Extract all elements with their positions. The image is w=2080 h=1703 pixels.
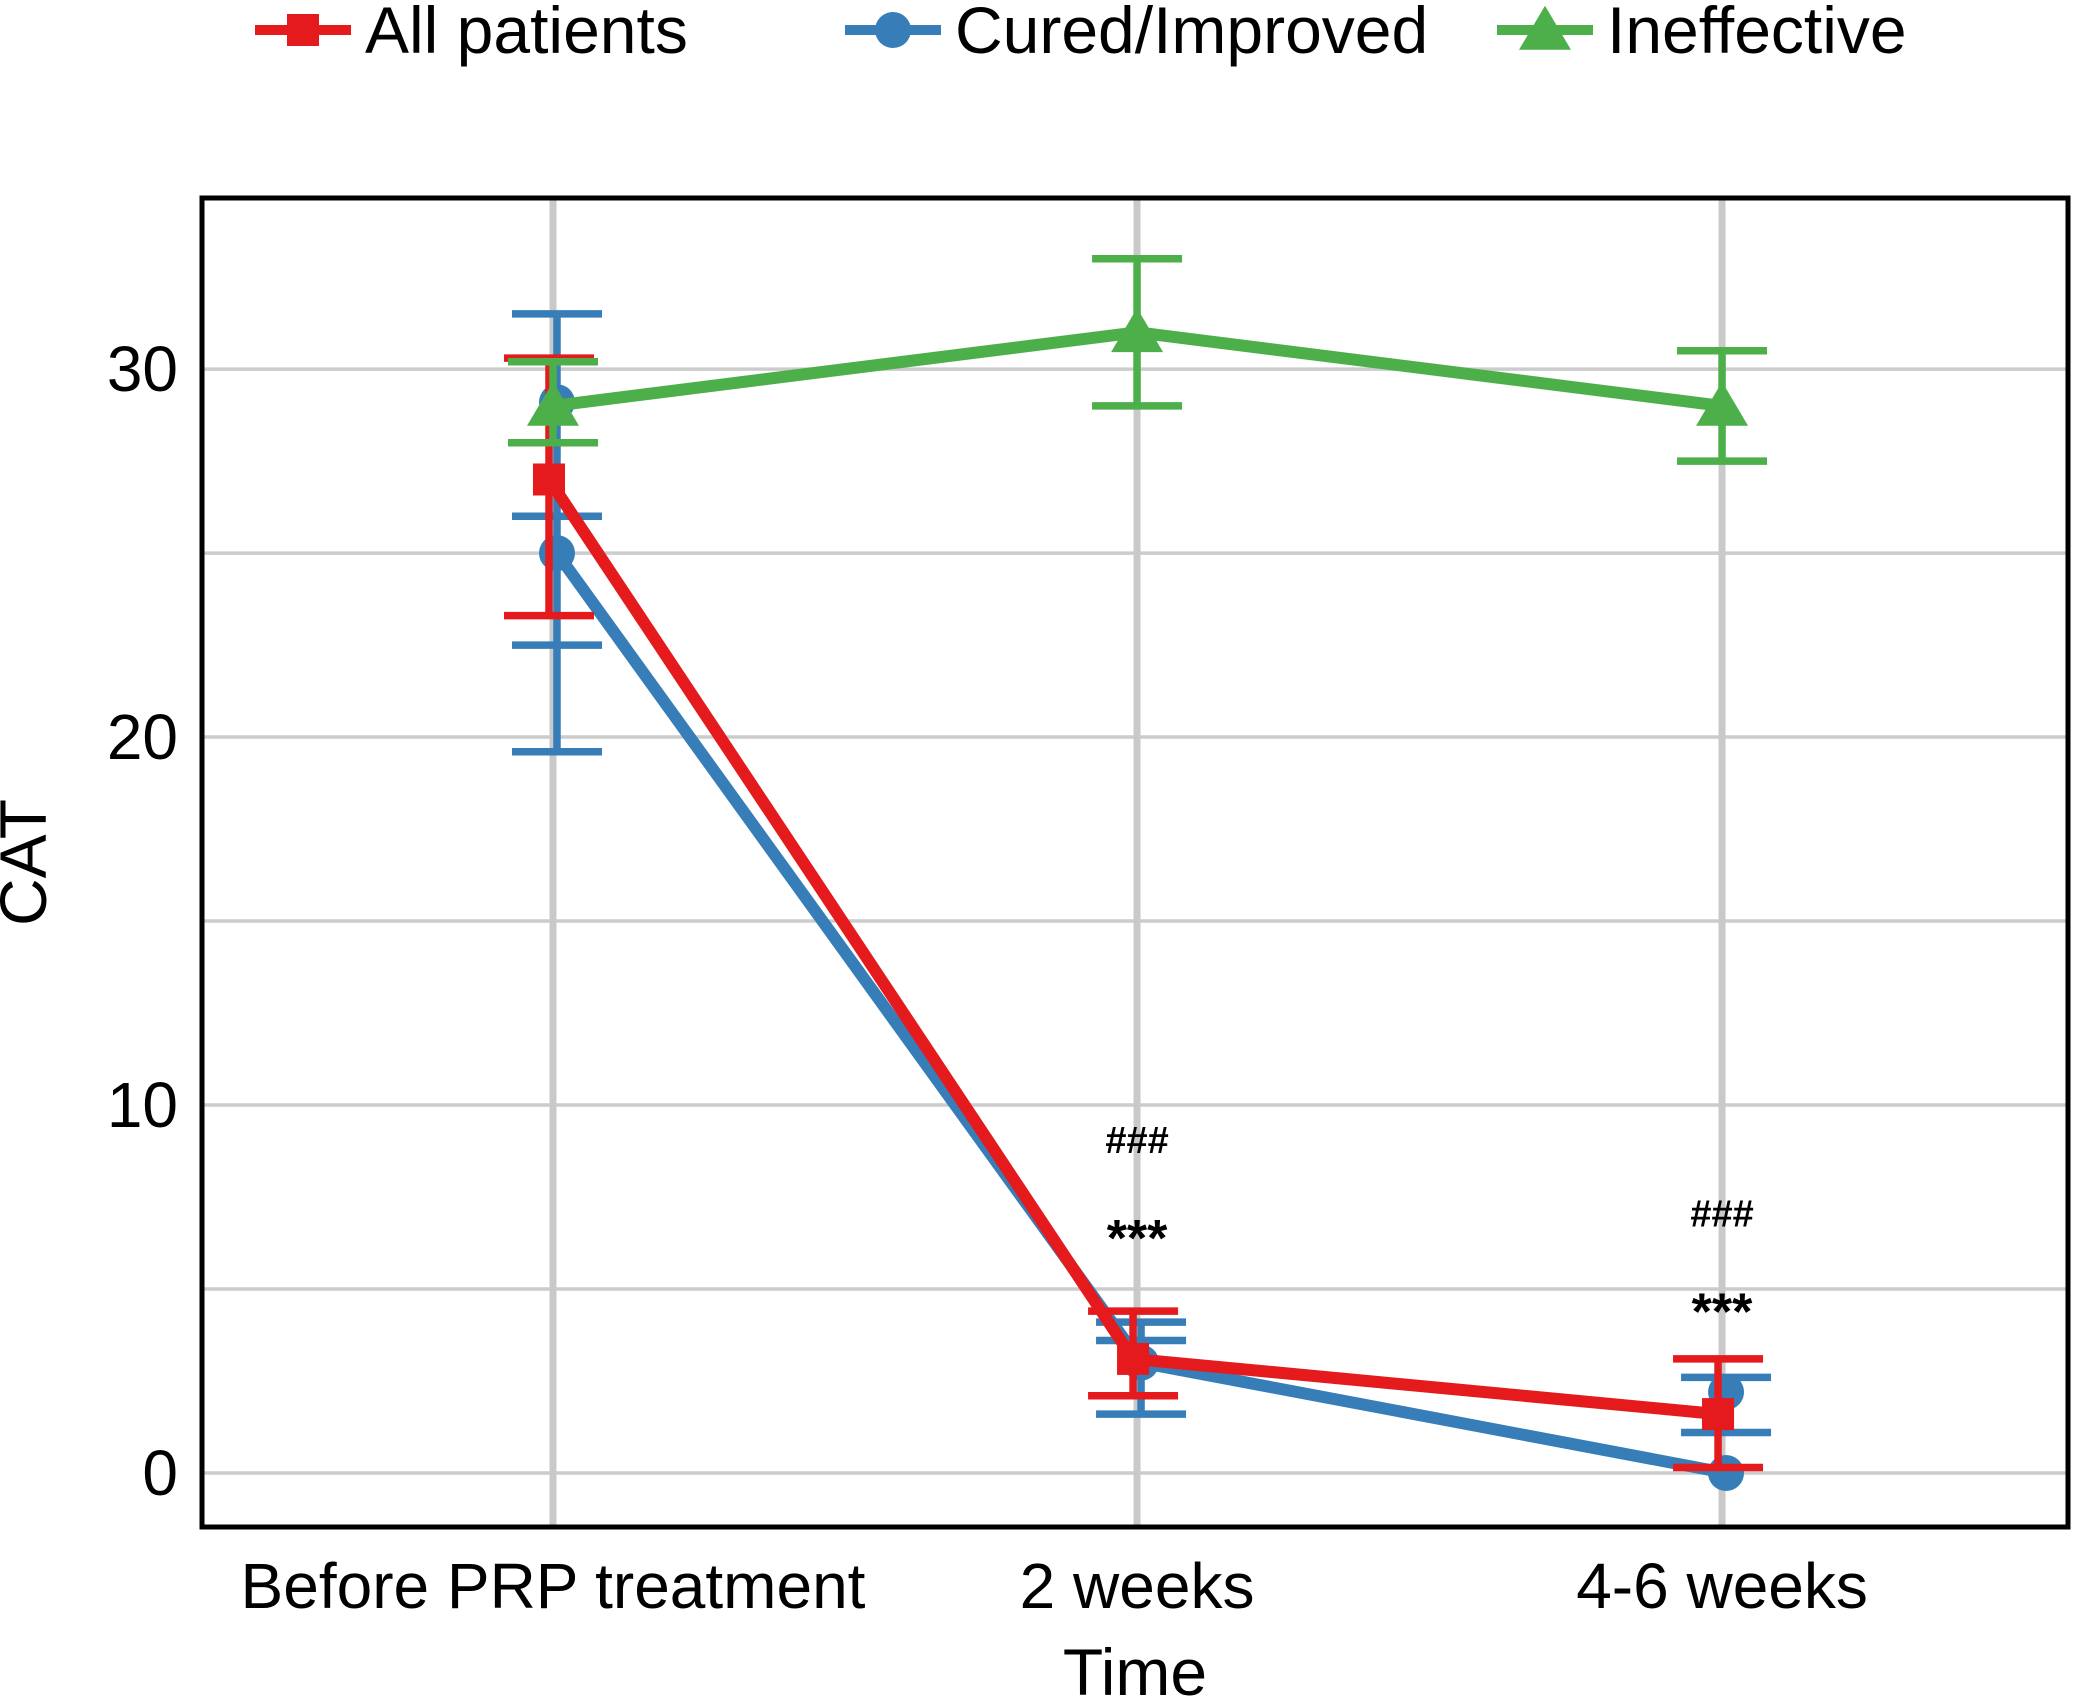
series-all-patients — [503, 354, 1764, 1472]
y-tick-label: 10 — [107, 1069, 178, 1141]
triangle-marker — [526, 381, 579, 426]
legend-item-all-patients: All patients — [255, 0, 688, 67]
plot-frame — [199, 195, 2071, 1530]
x-axis-title: Time — [1063, 1635, 1207, 1703]
legend: All patients Cured/Improved Ineffective — [255, 0, 1907, 67]
triangle-marker — [1519, 5, 1571, 50]
triangle-marker — [1696, 381, 1749, 426]
series-line — [543, 476, 1719, 1421]
x-tick-label: 4-6 weeks — [1576, 1550, 1868, 1622]
legend-item-cured-improved: Cured/Improved — [845, 0, 1428, 67]
legend-label: Ineffective — [1607, 0, 1907, 67]
x-tick-label: 2 weeks — [1020, 1550, 1255, 1622]
significance-annotation: ### — [1690, 1193, 1753, 1235]
legend-label: Cured/Improved — [955, 0, 1428, 67]
square-marker — [532, 463, 565, 496]
series-ineffective — [507, 254, 1768, 465]
circle-marker — [1708, 1454, 1745, 1491]
circle-marker — [875, 12, 911, 48]
x-tick-label: Before PRP treatment — [241, 1550, 866, 1622]
circle-marker — [538, 535, 575, 572]
legend-label: All patients — [365, 0, 688, 67]
significance-annotation: *** — [1692, 1283, 1753, 1341]
square-marker — [287, 14, 319, 46]
y-tick-label: 30 — [107, 333, 178, 405]
significance-annotation: *** — [1107, 1210, 1168, 1268]
square-marker — [1117, 1342, 1150, 1375]
triangle-marker — [1111, 308, 1164, 353]
gridlines — [202, 198, 2068, 1527]
significance-annotation: ### — [1105, 1120, 1168, 1162]
axis-ticks: 0 10 20 30 Before PRP treatment 2 weeks 4-6 we… — [107, 333, 1868, 1622]
y-tick-label: 0 — [142, 1437, 178, 1509]
annotations: ### *** ### *** — [1105, 1120, 1753, 1342]
y-tick-label: 20 — [107, 701, 178, 773]
y-axis-title: CAT — [0, 799, 60, 926]
square-marker — [1702, 1398, 1735, 1431]
legend-item-ineffective: Ineffective — [1497, 0, 1907, 67]
